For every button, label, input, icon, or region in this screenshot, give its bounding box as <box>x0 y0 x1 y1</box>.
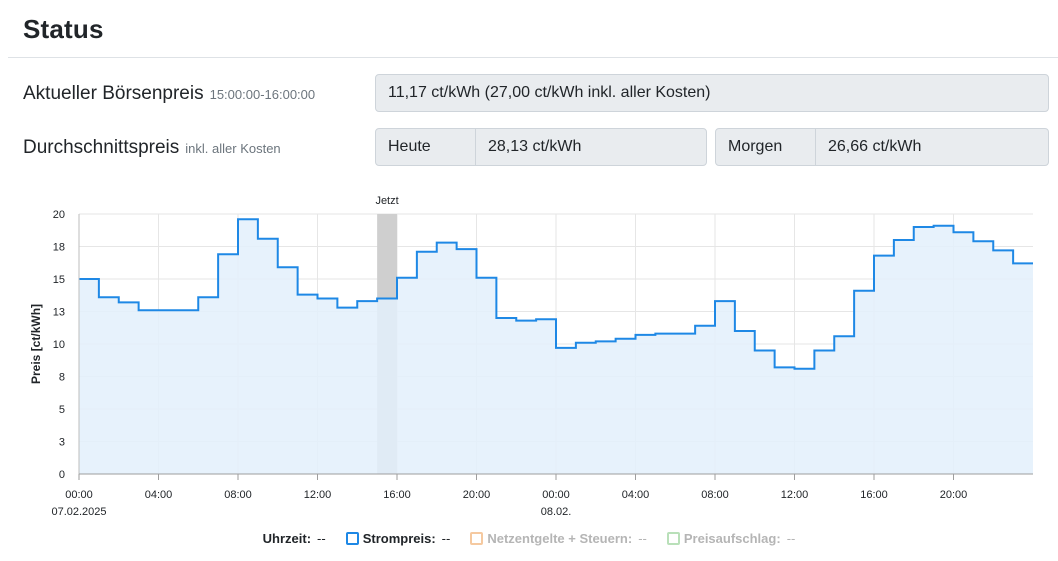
legend-strompreis[interactable]: Strompreis: -- <box>345 531 451 546</box>
average-price-label-text: Durchschnittspreis <box>23 137 180 158</box>
x-tick-label: 04:00 <box>145 489 173 501</box>
x-tick-label: 20:00 <box>463 489 491 501</box>
y-tick-label: 8 <box>59 372 65 384</box>
y-axis-title: Preis [ct/kWh] <box>29 304 43 384</box>
today-label: Heute <box>376 129 476 165</box>
legend-time-label: Uhrzeit: <box>262 531 312 546</box>
price-chart[interactable]: 0 3 5 8 10 13 15 18 20 Jetzt 00:00 07.02.2025 04:00 0… <box>0 188 1058 528</box>
average-price-label: Durchschnittspreis inkl. aller Kosten <box>23 137 281 159</box>
tomorrow-label: Morgen <box>716 129 816 165</box>
legend-preisaufschlag-label: Preisaufschlag: <box>683 531 781 546</box>
strompreis-line <box>79 218 1033 370</box>
x-tick-label: 00:00 <box>65 489 93 501</box>
x-tick-label: 12:00 <box>781 489 809 501</box>
x-tick-label: 00:00 <box>542 489 570 501</box>
y-tick-label: 13 <box>53 307 65 319</box>
legend-netzentgelte-swatch <box>470 532 484 545</box>
tomorrow-value: 26,66 ct/kWh <box>828 138 922 155</box>
legend-time: Uhrzeit: -- <box>263 531 326 546</box>
y-tick-label: 20 <box>53 209 65 221</box>
x-tick-date-label: 07.02.2025 <box>51 506 106 518</box>
title-divider <box>8 57 1058 58</box>
y-tick-label: 0 <box>59 469 65 481</box>
x-tick-label: 08:00 <box>701 489 729 501</box>
y-tick-label: 15 <box>53 274 65 286</box>
tomorrow-average-field: Morgen 26,66 ct/kWh <box>715 128 1049 166</box>
today-average-field: Heute 28,13 ct/kWh <box>375 128 707 166</box>
legend-time-value: -- <box>317 531 326 546</box>
legend-netzentgelte-label: Netzentgelte + Steuern: <box>487 531 633 546</box>
legend-netzentgelte-value: -- <box>638 531 647 546</box>
x-tick-label: 16:00 <box>860 489 888 501</box>
y-tick-label: 5 <box>59 404 65 416</box>
x-tick-label: 16:00 <box>383 489 411 501</box>
current-price-label-text: Aktueller Börsenpreis <box>23 83 204 104</box>
x-tick-label: 04:00 <box>622 489 650 501</box>
legend-preisaufschlag-swatch <box>666 532 680 545</box>
current-time-range: 15:00:00-16:00:00 <box>209 87 316 102</box>
legend-preisaufschlag[interactable]: Preisaufschlag: -- <box>666 531 796 546</box>
current-price-value: 11,17 ct/kWh (27,00 ct/kWh inkl. aller K… <box>388 84 711 101</box>
y-tick-label: 18 <box>53 242 65 254</box>
x-tick-label: 20:00 <box>940 489 968 501</box>
x-tick-label: 12:00 <box>304 489 332 501</box>
chart-legend: Uhrzeit: -- Strompreis: -- Netzentgelte … <box>0 531 1058 546</box>
current-price-label: Aktueller Börsenpreis 15:00:00-16:00:00 <box>23 83 315 105</box>
x-tick-date-label: 08.02. <box>541 506 572 518</box>
legend-strompreis-swatch <box>345 532 359 545</box>
legend-strompreis-value: -- <box>441 531 451 546</box>
x-tick-label: 08:00 <box>224 489 252 501</box>
average-price-sub-label: inkl. aller Kosten <box>185 141 281 156</box>
y-tick-label: 3 <box>59 437 65 449</box>
page-title: Status <box>23 14 104 44</box>
legend-preisaufschlag-value: -- <box>786 531 796 546</box>
current-price-field: 11,17 ct/kWh (27,00 ct/kWh inkl. aller K… <box>375 74 1049 112</box>
legend-strompreis-label: Strompreis: <box>362 531 436 546</box>
legend-netzentgelte[interactable]: Netzentgelte + Steuern: -- <box>470 531 647 546</box>
now-label: Jetzt <box>375 195 398 207</box>
y-tick-label: 10 <box>53 339 65 351</box>
today-value: 28,13 ct/kWh <box>488 138 582 155</box>
